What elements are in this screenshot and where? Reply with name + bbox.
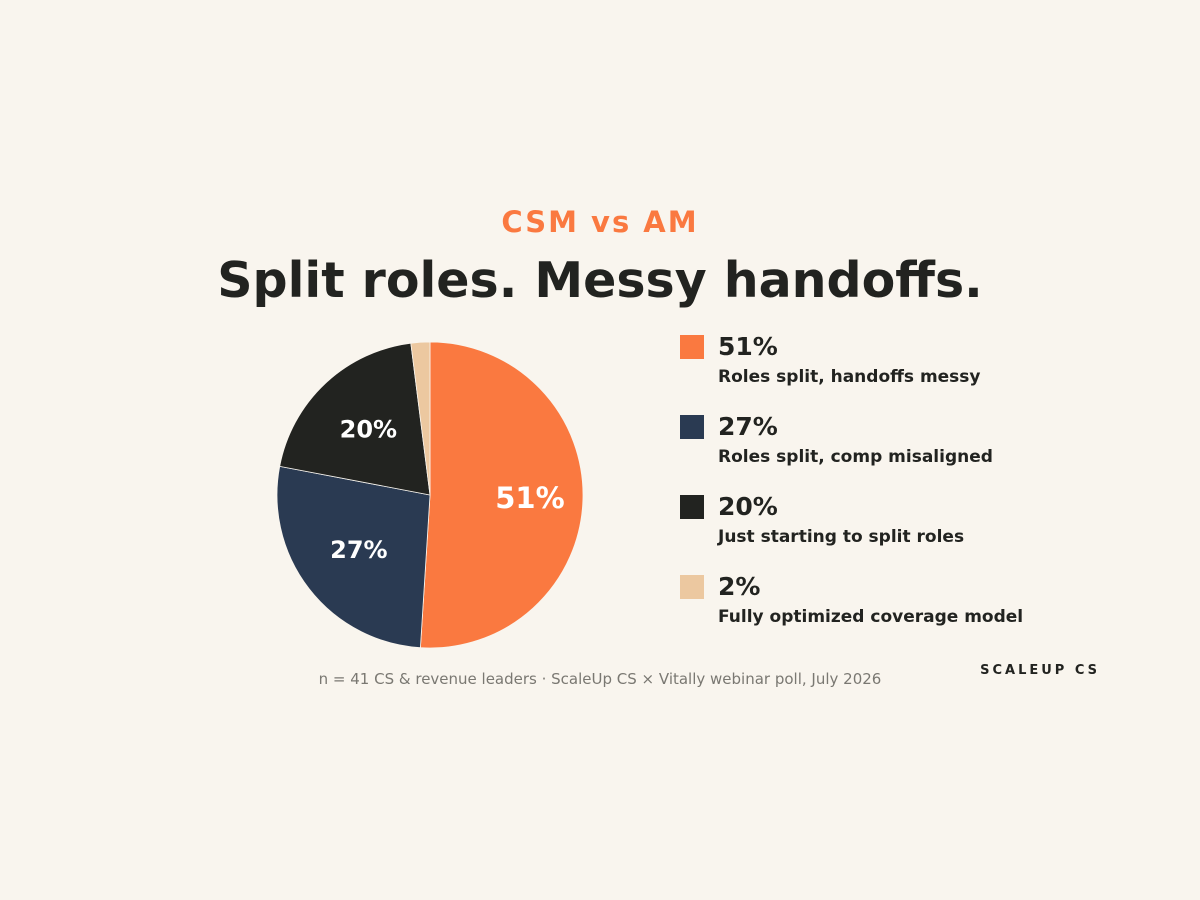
legend-swatch [680, 495, 704, 519]
pie-slice [279, 342, 431, 496]
legend: 51% Roles split, handoffs messy 27% Role… [680, 330, 1100, 640]
legend-item: 2% Fully optimized coverage model [680, 570, 1100, 630]
chart-title: Split roles. Messy handoffs. [217, 252, 983, 309]
legend-item: 51% Roles split, handoffs messy [680, 330, 1100, 390]
slice-label: 27% [330, 536, 387, 564]
legend-description: Fully optimized coverage model [718, 607, 1024, 627]
legend-percent: 2% [718, 572, 761, 601]
footnote: n = 41 CS & revenue leaders · ScaleUp CS… [318, 670, 882, 688]
legend-description: Roles split, handoffs messy [718, 367, 981, 387]
legend-swatch [680, 575, 704, 599]
pie-slice [419, 341, 584, 649]
legend-percent: 20% [718, 492, 778, 521]
legend-description: Just starting to split roles [718, 527, 965, 547]
slice-label: 20% [340, 415, 397, 443]
pie-slice [410, 341, 431, 496]
legend-item: 27% Roles split, comp misaligned [680, 410, 1100, 470]
legend-swatch [680, 335, 704, 359]
legend-description: Roles split, comp misaligned [718, 447, 993, 467]
legend-item: 20% Just starting to split roles [680, 490, 1100, 550]
chart-kicker: CSM vs AM [501, 205, 699, 239]
legend-percent: 27% [718, 412, 778, 441]
brand-logo: SCALEUP CS [980, 663, 1100, 678]
pie-slice [276, 465, 431, 649]
legend-swatch [680, 415, 704, 439]
legend-percent: 51% [718, 332, 778, 361]
slice-label: 51% [495, 481, 564, 515]
